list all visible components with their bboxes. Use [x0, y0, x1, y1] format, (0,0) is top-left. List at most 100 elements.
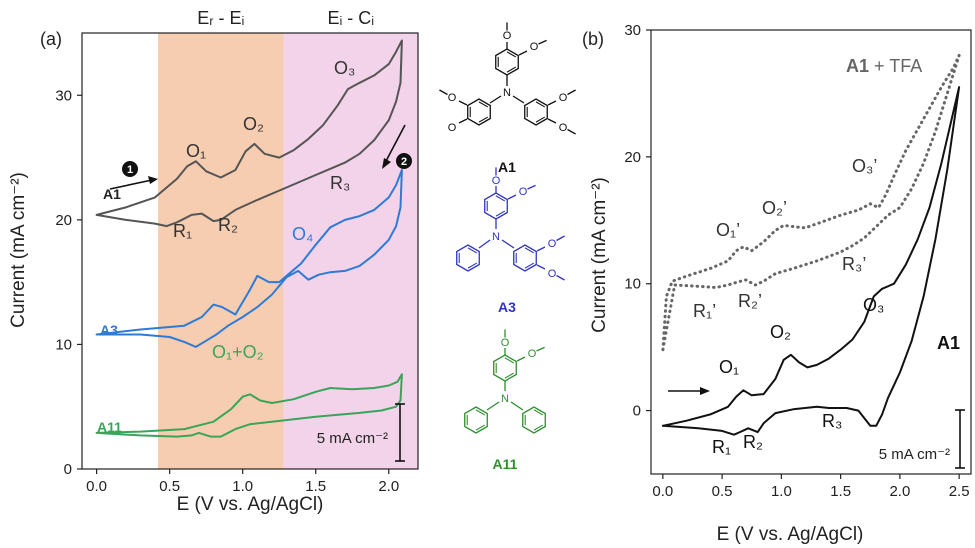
bond — [516, 356, 526, 362]
molecule-structures: N O O O O O O N O O O O N O O A1 A3 A11 — [439, 22, 576, 472]
label-r2: R₂ — [218, 215, 238, 235]
label-o3: O₃ — [334, 58, 355, 78]
panel-a-frame — [81, 32, 419, 470]
scale-bar-a-label: 5 mA cm⁻² — [317, 430, 388, 447]
ring-double-bond — [478, 116, 489, 123]
x-tick-label: 0.5 — [712, 483, 733, 500]
label-b-r3: R₃ — [822, 411, 842, 431]
label-r3: R₃ — [330, 173, 350, 193]
atom-label: O — [559, 92, 568, 104]
ring-double-bond — [524, 247, 535, 254]
ring-double-bond — [533, 424, 544, 431]
ring — [513, 244, 537, 272]
label-o4: O₄ — [292, 224, 313, 244]
x-tick-label: 0.0 — [86, 478, 107, 495]
y-tick-label: 30 — [55, 87, 72, 104]
ring-double-bond — [475, 409, 486, 416]
label-b-o1p: O₁’ — [716, 220, 740, 240]
bond — [458, 118, 468, 124]
ring-double-bond — [495, 210, 506, 217]
ring-double-bond — [467, 247, 478, 254]
x-tick-label: 2.5 — [949, 483, 970, 500]
molecule-a3: N O O O O — [456, 167, 565, 281]
bond — [538, 39, 547, 45]
ring-double-bond — [475, 424, 486, 431]
region-ei-ci-label: Eᵢ - Cᵢ — [327, 8, 374, 28]
atom-label: O — [448, 92, 457, 104]
bond — [510, 401, 524, 411]
bond — [512, 95, 525, 104]
series-line-a11 — [95, 373, 403, 438]
panel-b-frame — [650, 29, 972, 475]
region-er-ei-label: Eᵣ - Eᵢ — [197, 8, 244, 28]
x-tick-label: 0.5 — [159, 478, 180, 495]
panel-b-ylabel: Current (mA cm⁻²) — [589, 177, 610, 333]
ring — [495, 48, 519, 76]
atom-label: O — [519, 186, 528, 198]
bond — [536, 246, 546, 252]
ring — [524, 98, 548, 126]
ring-double-bond — [504, 372, 515, 379]
y-tick-label: 0 — [633, 403, 641, 420]
panel-a-ylabel: Current (mA cm⁻²) — [8, 172, 29, 328]
region-er-ei — [157, 33, 284, 469]
label-b-o3p: O₃’ — [852, 156, 877, 176]
label-a1: A1 — [937, 333, 960, 353]
series-label-a11: A11 — [97, 419, 122, 435]
panel-b-label: (b) — [582, 29, 604, 49]
molecule-a3-label: A3 — [498, 299, 516, 315]
atom-label: O — [559, 122, 568, 134]
atom-label: O — [528, 348, 537, 360]
label-o2: O₂ — [243, 114, 264, 134]
ring-double-bond — [504, 357, 515, 364]
bond — [547, 118, 557, 124]
scan-step-1-marker — [122, 161, 138, 177]
scan-arrow-2 — [384, 124, 406, 164]
panel-b: 0.0 0.5 1.0 1.5 2.0 2.5 0 10 20 30 (b) E (V vs. A… — [582, 22, 972, 545]
bond — [536, 346, 545, 352]
ring — [522, 406, 546, 434]
bond — [556, 235, 565, 242]
ring — [484, 192, 508, 220]
label-b-r2: R₂ — [743, 432, 763, 452]
bond — [567, 89, 576, 96]
atom-label: N — [501, 393, 509, 405]
ring — [493, 354, 517, 382]
ring-double-bond — [535, 116, 546, 123]
bond — [547, 100, 557, 106]
y-tick-label: 30 — [624, 22, 641, 39]
label-b-o2p: O₂’ — [762, 198, 787, 218]
ring-double-bond — [524, 262, 535, 269]
panel-b-series — [661, 53, 961, 436]
x-tick-label: 2.0 — [378, 478, 399, 495]
x-tick-label: 1.5 — [305, 478, 326, 495]
bond — [556, 274, 565, 281]
panel-a-xlabel: E (V vs. Ag/AgCl) — [177, 494, 324, 515]
molecule-a1-label: A1 — [498, 159, 516, 175]
y-tick-label: 10 — [624, 276, 641, 293]
x-tick-label: 0.0 — [652, 483, 673, 500]
label-b-r1p: R₁’ — [693, 301, 716, 321]
bond — [478, 239, 491, 249]
series-line-a3 — [95, 169, 403, 348]
label-b-o1: O₁ — [719, 357, 739, 377]
series-line-a1 — [661, 86, 961, 436]
atom-label: O — [503, 30, 512, 42]
label-o1-o2: O₁+O₂ — [212, 342, 264, 362]
scan-step-1: 1 — [127, 164, 133, 176]
ring-double-bond — [478, 101, 489, 108]
legend-a1-tfa: A1 + TFA — [846, 56, 922, 76]
atom-label: N — [492, 231, 500, 243]
bond — [518, 50, 528, 56]
scan-step-2: 2 — [401, 156, 407, 168]
x-tick-label: 1.0 — [232, 478, 253, 495]
molecule-a11: N O O — [464, 329, 546, 434]
atom-label: O — [448, 122, 457, 134]
bond — [527, 184, 536, 190]
scan-arrow-b-head — [700, 387, 710, 395]
panel-a-label: (a) — [40, 29, 62, 49]
panel-a-ticks: 0.0 0.5 1.0 1.5 2.0 0 10 20 30 — [55, 87, 399, 495]
label-o1: O₁ — [186, 141, 206, 161]
ring — [456, 244, 480, 272]
